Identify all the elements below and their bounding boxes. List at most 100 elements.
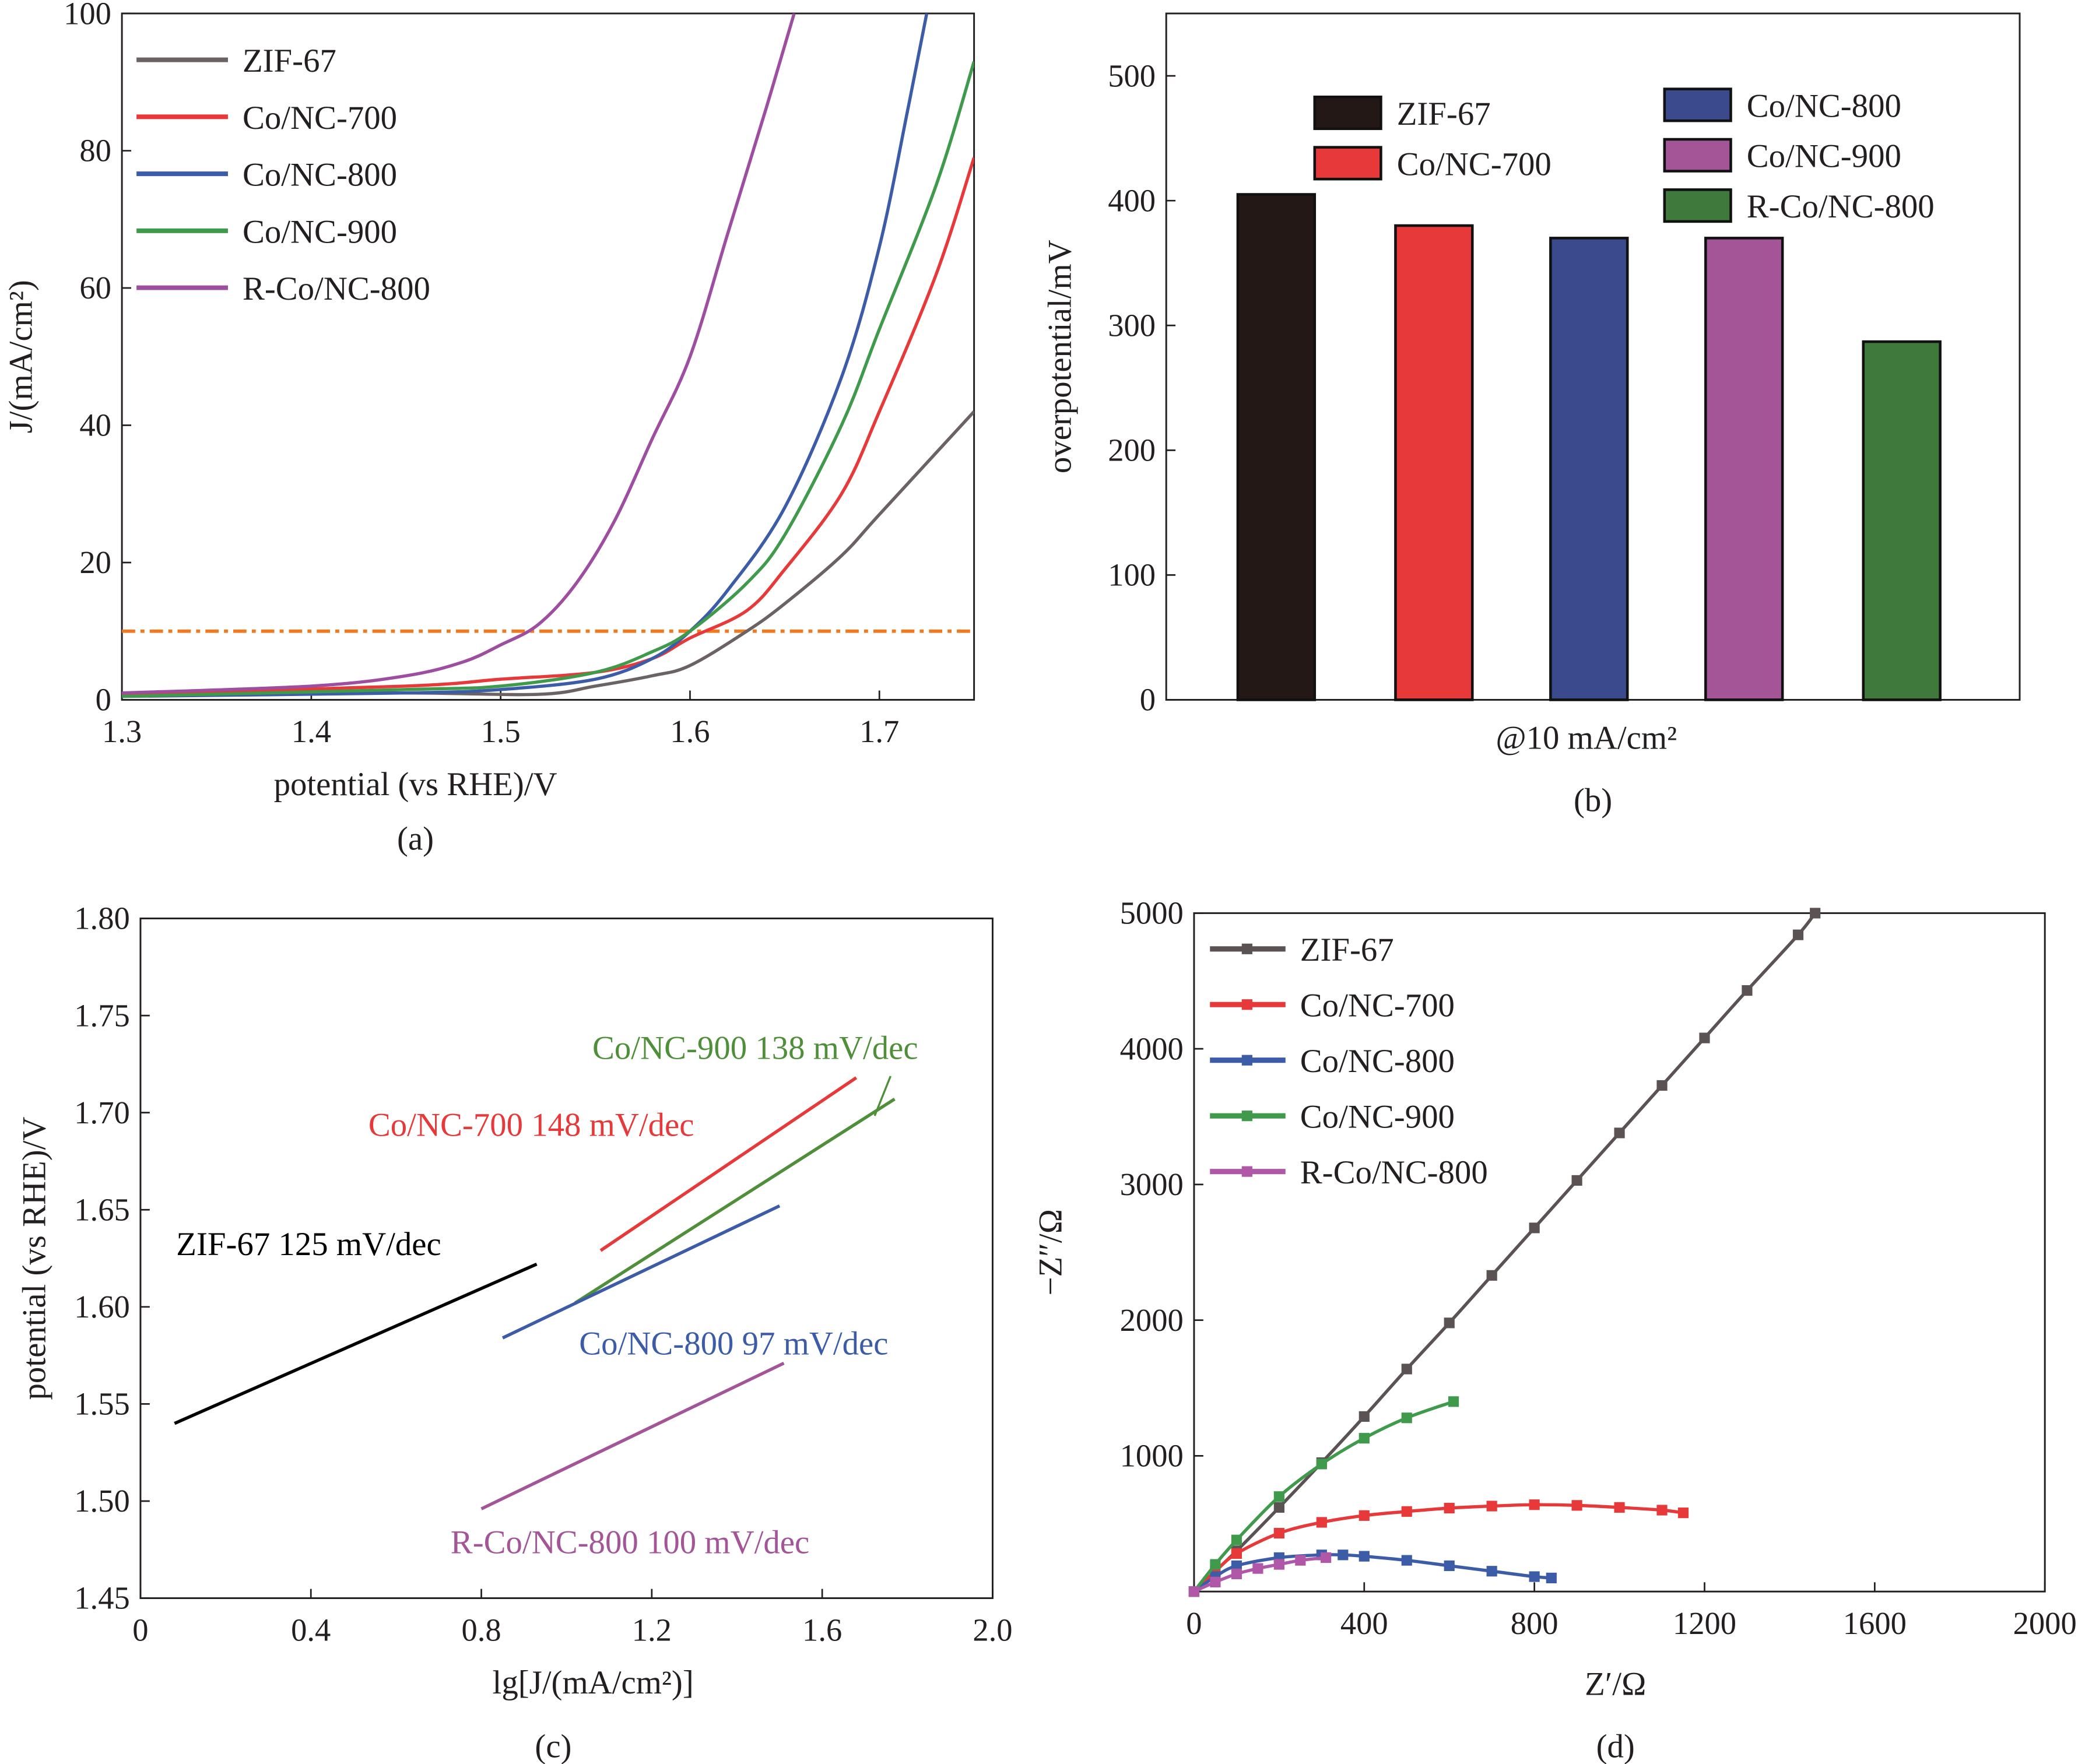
x-tick-label: 2.0 xyxy=(973,1612,1012,1647)
panel-c: 0 0.4 0.8 1.2 1.6 2.0 1.45 1.50 1.55 1.60 1.65 1.70… xyxy=(16,901,1012,1764)
legend-swatch xyxy=(1313,146,1382,181)
data-marker xyxy=(1210,1576,1221,1587)
legend-entry: ZIF-67 xyxy=(243,43,336,79)
panel-a: 1.3 1.4 1.5 1.6 1.7 0 20 40 60 80 100 potential (vs… xyxy=(3,0,975,857)
x-tick-label: 800 xyxy=(1511,1605,1558,1641)
tafel-slope-label: Co/NC-700 148 mV/dec xyxy=(368,1106,694,1143)
data-marker xyxy=(1295,1555,1306,1566)
y-axis-label: potential (vs RHE)/V xyxy=(16,1117,52,1400)
data-marker xyxy=(1444,1560,1455,1572)
y-tick-label: 1.80 xyxy=(74,901,129,936)
x-tick-label: 400 xyxy=(1340,1605,1388,1641)
bar-co/nc-900 xyxy=(1704,237,1784,701)
data-marker xyxy=(1231,1534,1242,1545)
x-tick-label: 1.6 xyxy=(670,714,710,749)
data-marker xyxy=(1359,1551,1370,1562)
legend-entry: Co/NC-900 xyxy=(243,213,397,250)
panel-label: (b) xyxy=(1574,782,1612,818)
x-tick-label: 1.6 xyxy=(802,1612,842,1647)
x-tick-label: 1.3 xyxy=(102,714,142,749)
legend-swatch xyxy=(1313,95,1382,131)
y-tick-label: 100 xyxy=(1108,557,1156,593)
y-tick-label: 1.60 xyxy=(74,1289,129,1324)
tafel-slope-label: Co/NC-900 138 mV/dec xyxy=(592,1029,918,1066)
tafel-line-co/nc-700 xyxy=(599,1076,858,1252)
data-marker xyxy=(1699,1032,1710,1043)
data-marker xyxy=(1444,1502,1455,1514)
y-tick-label: 100 xyxy=(64,0,111,31)
y-axis-label: overpotential/mV xyxy=(1042,240,1079,473)
bar-co/nc-800 xyxy=(1549,237,1629,701)
tafel-slope-label: Co/NC-800 97 mV/dec xyxy=(579,1325,888,1362)
legend-entry: R-Co/NC-800 xyxy=(1300,1154,1488,1191)
data-marker xyxy=(1444,1317,1455,1329)
data-marker xyxy=(1321,1552,1332,1563)
x-axis-label: lg[J/(mA/cm²)] xyxy=(493,1664,694,1701)
legend-marker xyxy=(1241,1111,1252,1122)
legend-swatch xyxy=(1663,188,1732,223)
x-tick-label: 2000 xyxy=(2013,1605,2077,1641)
legend-entry: R-Co/NC-800 xyxy=(1747,188,1935,225)
x-tick-label: 1.4 xyxy=(292,714,331,749)
y-tick-label: 40 xyxy=(79,407,111,443)
y-tick-label: 1.55 xyxy=(74,1386,129,1422)
data-marker xyxy=(1742,985,1753,996)
series-line-zif-67 xyxy=(1194,913,1817,1592)
label-pointer xyxy=(873,1076,892,1116)
plot-frame xyxy=(139,918,994,1600)
legend-entry: ZIF-67 xyxy=(1300,932,1394,968)
data-marker xyxy=(1529,1222,1540,1234)
legend-entry: Co/NC-700 xyxy=(243,100,397,136)
y-tick-label: 1000 xyxy=(1120,1438,1184,1474)
x-tick-label: 0 xyxy=(1186,1605,1202,1641)
y-axis-label: −Z″/Ω xyxy=(1033,1209,1069,1295)
legend-entry: Co/NC-800 xyxy=(1300,1043,1455,1080)
data-marker xyxy=(1231,1568,1242,1580)
y-tick-label: 1.65 xyxy=(74,1192,129,1227)
y-tick-label: 20 xyxy=(79,544,111,580)
y-tick-label: 1.70 xyxy=(74,1095,129,1130)
data-marker xyxy=(1486,1270,1497,1281)
x-tick-label: 0.8 xyxy=(461,1612,501,1647)
y-tick-label: 3000 xyxy=(1120,1166,1184,1202)
series-line-co/nc-800 xyxy=(1194,1553,1552,1592)
bar-co/nc-700 xyxy=(1394,224,1474,701)
legend-entry: Co/NC-900 xyxy=(1300,1099,1455,1136)
x-axis-label: @10 mA/cm² xyxy=(1496,720,1677,757)
data-marker xyxy=(1401,1506,1412,1517)
y-tick-label: 1.45 xyxy=(74,1580,129,1616)
data-marker xyxy=(1210,1559,1221,1570)
data-marker xyxy=(1529,1571,1540,1582)
legend-entry: Co/NC-700 xyxy=(1300,988,1455,1024)
panel-label: (c) xyxy=(535,1728,571,1764)
data-marker xyxy=(1792,929,1804,940)
data-marker xyxy=(1486,1566,1497,1577)
data-marker xyxy=(1677,1508,1689,1519)
data-marker xyxy=(1359,1433,1370,1444)
y-tick-label: 1.75 xyxy=(74,997,129,1033)
data-marker xyxy=(1486,1501,1497,1512)
x-tick-label: 1.5 xyxy=(481,714,521,749)
legend-swatch xyxy=(1663,138,1732,173)
data-marker xyxy=(1656,1080,1668,1091)
data-marker xyxy=(1316,1517,1327,1528)
data-marker xyxy=(1231,1560,1242,1572)
data-marker xyxy=(1614,1127,1625,1138)
y-tick-label: 300 xyxy=(1108,307,1156,343)
series-line-co/nc-800 xyxy=(122,13,929,698)
data-marker xyxy=(1273,1491,1284,1502)
x-tick-label: 1.7 xyxy=(859,714,899,749)
legend-entry: Co/NC-800 xyxy=(1747,87,1901,124)
legend-entry: R-Co/NC-800 xyxy=(243,270,430,307)
legend-swatch xyxy=(1663,87,1732,122)
y-tick-label: 5000 xyxy=(1120,895,1184,931)
bar-zif-67 xyxy=(1236,193,1317,701)
legend-marker xyxy=(1241,999,1252,1010)
panel-b: 0 100 200 300 400 500 overpotential/mV @10 mA/c… xyxy=(1042,12,2021,818)
y-tick-label: 60 xyxy=(79,270,111,305)
data-marker xyxy=(1614,1502,1625,1513)
tafel-slope-label: R-Co/NC-800 100 mV/dec xyxy=(451,1524,809,1561)
x-tick-label: 1200 xyxy=(1673,1605,1736,1641)
plot-frame xyxy=(1193,912,2046,1593)
